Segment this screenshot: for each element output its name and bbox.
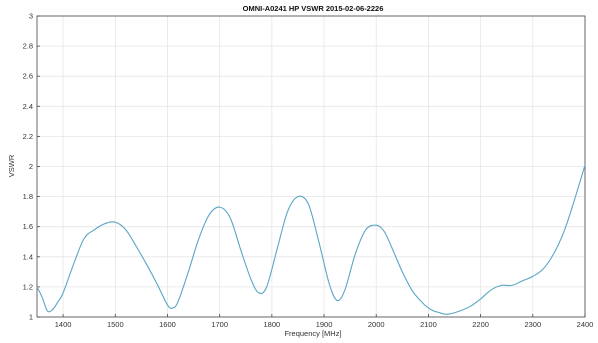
y-tick-label: 2.6 [23,72,33,81]
y-tick-label: 1.2 [23,282,33,291]
x-tick-label: 2300 [524,320,541,329]
x-ticks: 1400 1500 1600 1700 1800 1900 2000 2100 2200 2300… [55,314,594,329]
x-tick-label: 1400 [55,320,72,329]
x-tick-label: 1600 [159,320,176,329]
x-tick-label: 1700 [211,320,228,329]
y-ticks: 1 1.2 1.4 1.6 1.8 2 2.2 2.4 2.6 2.8 3 [23,12,40,322]
y-tick-label: 1.8 [23,192,33,201]
x-tick-label: 1800 [264,320,281,329]
y-tick-label: 2.8 [23,42,33,51]
x-tick-label: 1900 [316,320,333,329]
y-tick-label: 1 [29,313,33,322]
vswr-series-line [36,164,586,315]
y-tick-label: 1.6 [23,222,33,231]
x-tick-label: 2000 [368,320,385,329]
x-tick-label: 2200 [472,320,489,329]
y-tick-label: 2.4 [23,102,33,111]
x-axis-title: Frequency [MHz] [284,329,341,338]
y-axis-title: VSWR [7,154,16,177]
x-tick-label: 2400 [577,320,594,329]
y-tick-label: 3 [29,12,33,21]
chart-title: OMNI-A0241 HP VSWR 2015-02-06-2226 [243,4,384,13]
y-tick-label: 1.4 [23,252,33,261]
grid [37,15,586,318]
y-tick-label: 2 [29,162,33,171]
x-tick-label: 2100 [420,320,437,329]
y-tick-label: 2.2 [23,132,33,141]
x-tick-label: 1500 [107,320,124,329]
